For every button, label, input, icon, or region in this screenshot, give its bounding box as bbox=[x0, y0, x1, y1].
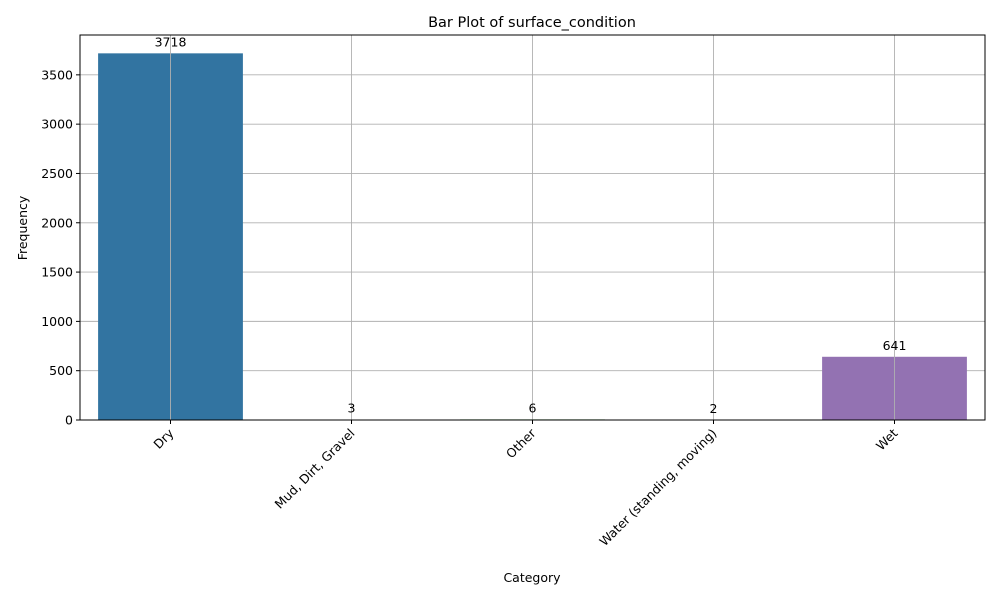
x-tick-label: Water (standing, moving) bbox=[596, 426, 719, 549]
y-axis-label: Frequency bbox=[15, 195, 30, 260]
y-tick-label: 3500 bbox=[41, 67, 73, 82]
x-tick-label: Wet bbox=[873, 425, 901, 453]
y-tick-label: 500 bbox=[49, 363, 73, 378]
data-label: 3718 bbox=[155, 34, 187, 49]
y-tick-label: 1000 bbox=[41, 314, 73, 329]
y-tick-label: 1500 bbox=[41, 265, 73, 280]
axes-layer bbox=[76, 34, 986, 424]
y-tick-label: 2500 bbox=[41, 166, 73, 181]
y-tick-label: 0 bbox=[65, 413, 73, 428]
x-tick-label: Dry bbox=[150, 425, 177, 452]
data-label: 3 bbox=[348, 401, 356, 416]
x-tick-label: Mud, Dirt, Gravel bbox=[272, 426, 358, 512]
x-axis-label: Category bbox=[503, 570, 561, 585]
y-tick-label: 2000 bbox=[41, 215, 73, 230]
data-label: 2 bbox=[710, 401, 718, 416]
x-tick-label: Other bbox=[503, 425, 539, 461]
vertical-grid-layer bbox=[170, 35, 895, 420]
data-label: 641 bbox=[883, 338, 907, 353]
y-tick-label: 3000 bbox=[41, 117, 73, 132]
chart-title: Bar Plot of surface_condition bbox=[428, 15, 636, 31]
data-label: 6 bbox=[529, 400, 537, 415]
